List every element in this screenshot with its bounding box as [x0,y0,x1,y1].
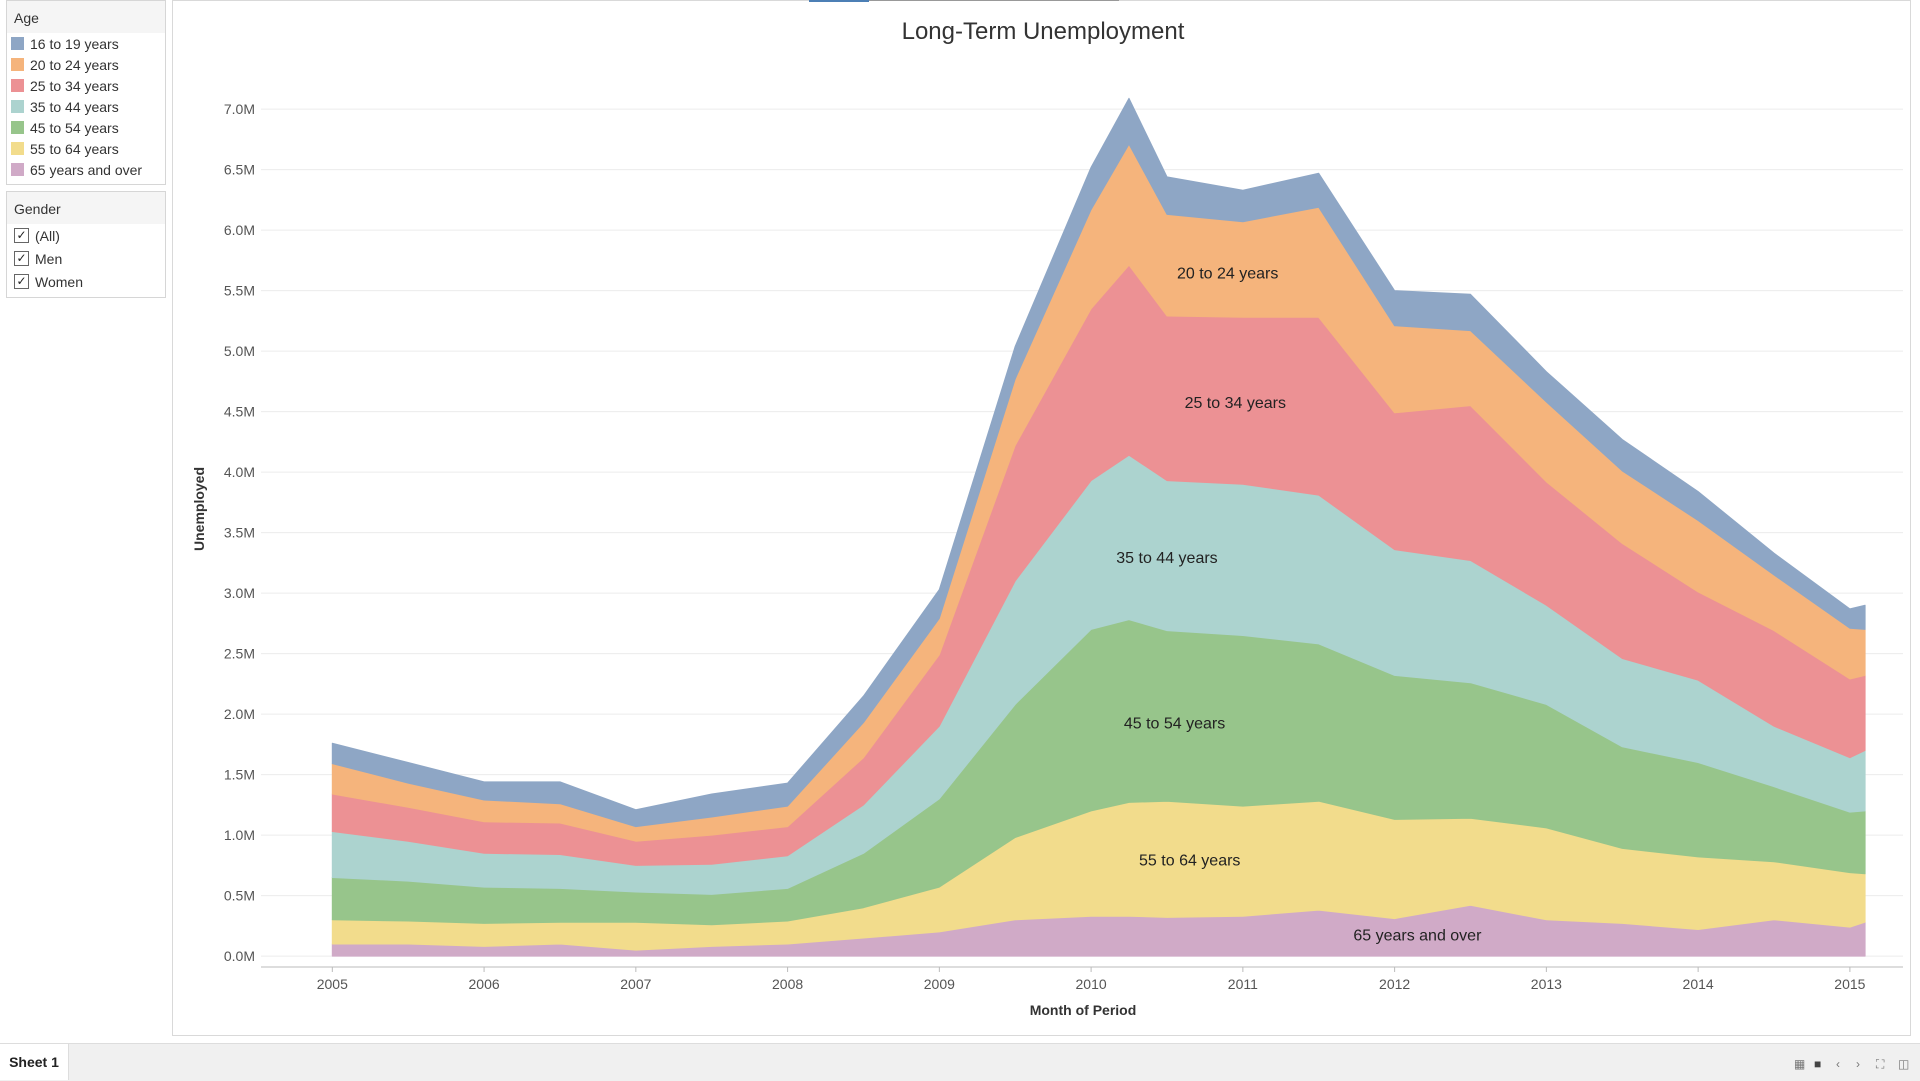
area-label: 20 to 24 years [1177,266,1278,283]
checkbox[interactable]: ✓ [14,251,29,266]
age-legend-item[interactable]: 16 to 19 years [7,33,165,54]
x-tick-label: 2005 [317,976,348,992]
fullscreen-icon[interactable]: ⛶ [1876,1057,1885,1071]
y-tick-label: 3.0M [224,585,255,601]
legend-label: 16 to 19 years [30,35,119,52]
tab-indicator [809,0,869,2]
y-axis-title: Unemployed [191,467,207,551]
age-legend-item[interactable]: 55 to 64 years [7,138,165,159]
gender-filter-title: Gender [7,192,165,224]
age-legend-item[interactable]: 25 to 34 years [7,75,165,96]
gender-filter-options: ✓ (All) ✓ Men ✓ Women [7,224,165,293]
sheet-tab[interactable]: Sheet 1 [0,1044,69,1080]
tab-indicator-line [869,0,1119,1]
y-tick-label: 5.5M [224,283,255,299]
y-tick-label: 6.5M [224,162,255,178]
checkbox[interactable]: ✓ [14,228,29,243]
legend-label: 55 to 64 years [30,140,119,157]
area-label: 65 years and over [1353,927,1482,944]
gender-option-label: (All) [35,227,60,244]
age-legend-item[interactable]: 45 to 54 years [7,117,165,138]
age-legend-items: 16 to 19 years 20 to 24 years 25 to 34 yea… [7,33,165,180]
x-tick-label: 2006 [469,976,500,992]
single-view-icon[interactable]: ■ [1814,1057,1822,1071]
x-tick-label: 2014 [1683,976,1714,992]
x-tick-label: 2008 [772,976,803,992]
x-tick-label: 2010 [1076,976,1107,992]
presentation-icon[interactable]: ◫ [1898,1057,1910,1071]
x-tick-label: 2012 [1379,976,1410,992]
legend-swatch [11,121,24,134]
area-label: 55 to 64 years [1139,852,1240,869]
y-tick-label: 4.5M [224,404,255,420]
legend-swatch [11,163,24,176]
legend-swatch [11,142,24,155]
legend-label: 65 years and over [30,161,143,178]
prev-arrow-icon[interactable]: ‹ [1836,1057,1840,1071]
age-legend-item[interactable]: 65 years and over [7,159,165,180]
next-arrow-icon[interactable]: › [1856,1057,1860,1071]
y-tick-label: 2.5M [224,646,255,662]
y-tick-label: 3.5M [224,525,255,541]
legend-label: 45 to 54 years [30,119,119,136]
left-panel: Age 16 to 19 years 20 to 24 years 25 to 34… [6,0,166,304]
x-tick-label: 2015 [1834,976,1865,992]
y-tick-label: 5.0M [224,343,255,359]
gender-filter: Gender ✓ (All) ✓ Men ✓ Women [6,191,166,298]
grid-view-icon[interactable]: ▦ [1794,1057,1806,1071]
gender-option[interactable]: ✓ Women [7,270,165,293]
legend-swatch [11,100,24,113]
y-tick-label: 2.0M [224,706,255,722]
x-tick-label: 2009 [924,976,955,992]
legend-swatch [11,79,24,92]
legend-label: 20 to 24 years [30,56,119,73]
y-tick-label: 0.0M [224,948,255,964]
y-tick-label: 1.0M [224,827,255,843]
chart-title: Long-Term Unemployment [902,18,1185,45]
gender-option-label: Women [35,273,83,290]
x-tick-label: 2007 [620,976,651,992]
x-tick-label: 2013 [1531,976,1562,992]
age-legend-title: Age [7,1,165,33]
checkbox[interactable]: ✓ [14,274,29,289]
age-legend-item[interactable]: 35 to 44 years [7,96,165,117]
y-tick-label: 0.5M [224,888,255,904]
y-tick-label: 4.0M [224,464,255,480]
age-legend: Age 16 to 19 years 20 to 24 years 25 to 34… [6,0,166,185]
bottom-bar: Sheet 1 ▦ ■ ‹ › ⛶ ◫ [0,1043,1920,1081]
legend-label: 35 to 44 years [30,98,119,115]
area-chart: Long-Term Unemployment 0.0M 0.5M 1.0M 1.5M 2.… [191,18,1903,1018]
x-axis-title: Month of Period [1030,1002,1137,1018]
legend-swatch [11,37,24,50]
area-16-to-19-years [331,97,1866,828]
age-legend-item[interactable]: 20 to 24 years [7,54,165,75]
y-tick-label: 7.0M [224,101,255,117]
area-label: 35 to 44 years [1116,550,1217,567]
legend-label: 25 to 34 years [30,77,119,94]
gender-option-label: Men [35,250,63,267]
gender-option[interactable]: ✓ Men [7,247,165,270]
legend-swatch [11,58,24,71]
chart-frame: Long-Term Unemployment 0.0M 0.5M 1.0M 1.5M 2.… [172,0,1911,1036]
gender-option[interactable]: ✓ (All) [7,224,165,247]
area-label: 45 to 54 years [1124,716,1225,733]
x-tick-label: 2011 [1228,976,1258,992]
y-tick-label: 6.0M [224,222,255,238]
area-label: 25 to 34 years [1185,395,1286,412]
y-tick-label: 1.5M [224,767,255,783]
